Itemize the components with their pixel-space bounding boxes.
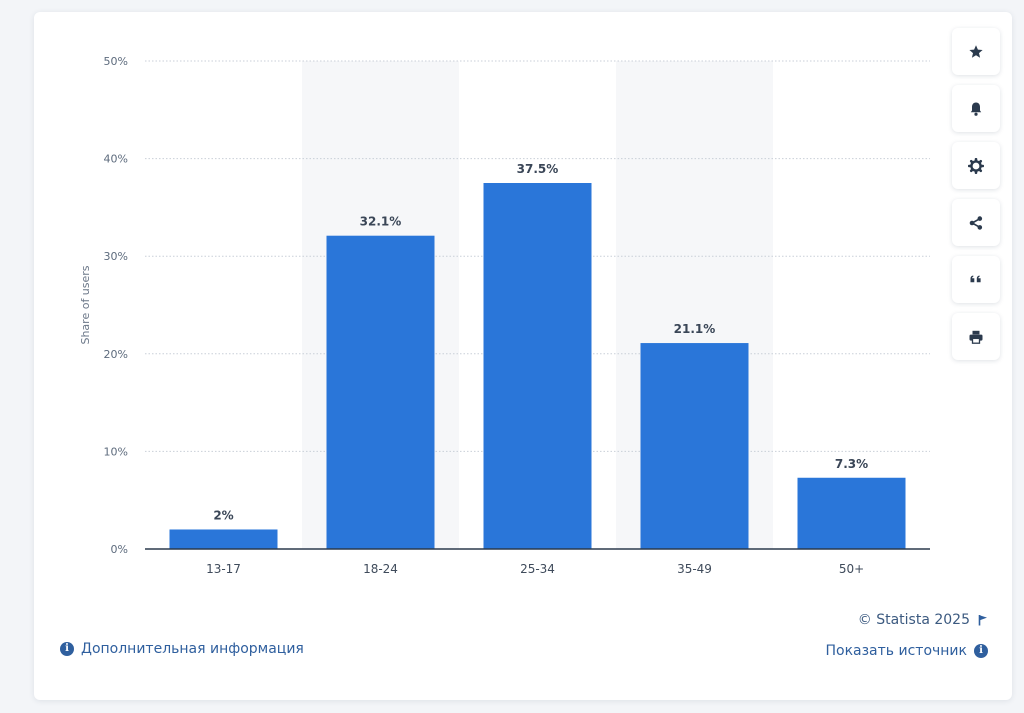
data-label: 32.1%: [360, 215, 402, 229]
y-tick-label: 20%: [104, 348, 128, 361]
bar: [797, 477, 906, 549]
gear-icon: [968, 157, 984, 174]
print-button[interactable]: [952, 313, 1000, 360]
info-icon: i: [60, 642, 74, 656]
y-tick-label: 40%: [104, 153, 128, 166]
flag-icon[interactable]: [978, 614, 988, 626]
bar: [169, 529, 278, 549]
show-source-link[interactable]: Показать источник i: [825, 643, 988, 659]
x-tick-label: 50+: [839, 562, 864, 576]
x-tick-label: 18-24: [363, 562, 398, 576]
more-info-label: Дополнительная информация: [81, 641, 304, 657]
data-label: 37.5%: [517, 162, 559, 176]
data-label: 7.3%: [835, 457, 868, 471]
bar: [640, 343, 749, 549]
quote-icon: [970, 275, 981, 282]
copyright-notice: © Statista 2025: [858, 612, 988, 628]
x-tick-label: 25-34: [520, 562, 555, 576]
bell-icon: [970, 102, 982, 116]
bar: [483, 183, 592, 549]
chart-toolbar: [952, 28, 1000, 370]
info-icon: i: [974, 644, 988, 658]
bar: [326, 235, 435, 550]
y-axis-label: Share of users: [79, 265, 92, 344]
star-icon: [969, 44, 983, 58]
copyright-text: © Statista 2025: [857, 612, 970, 628]
show-source-label: Показать источник: [825, 643, 967, 659]
y-tick-label: 0%: [111, 543, 128, 556]
settings-button[interactable]: [952, 142, 1000, 189]
favorite-button[interactable]: [952, 28, 1000, 75]
data-label: 2%: [213, 508, 233, 522]
x-tick-label: 35-49: [677, 562, 712, 576]
y-tick-label: 30%: [104, 250, 128, 263]
share-button[interactable]: [952, 199, 1000, 246]
share-icon: [969, 215, 983, 230]
x-tick-label: 13-17: [206, 562, 241, 576]
y-tick-label: 50%: [104, 55, 128, 68]
cite-button[interactable]: [952, 256, 1000, 303]
notification-button[interactable]: [952, 85, 1000, 132]
data-label: 21.1%: [674, 322, 716, 336]
print-icon: [969, 330, 983, 344]
y-tick-label: 10%: [104, 445, 128, 458]
more-info-link[interactable]: i Дополнительная информация: [60, 641, 304, 657]
